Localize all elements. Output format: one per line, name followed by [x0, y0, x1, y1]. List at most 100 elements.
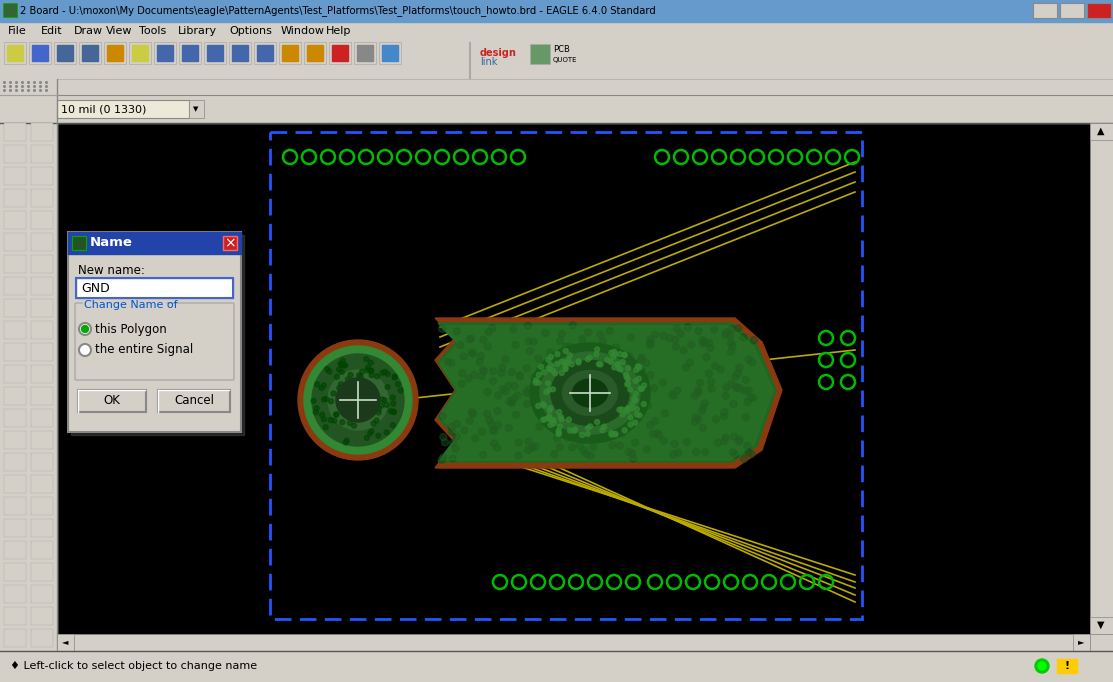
Circle shape: [549, 417, 553, 422]
Circle shape: [328, 417, 333, 423]
Bar: [31, 409, 53, 427]
Circle shape: [636, 364, 640, 369]
Circle shape: [384, 402, 390, 407]
Circle shape: [630, 401, 636, 406]
Circle shape: [453, 420, 461, 428]
Circle shape: [715, 439, 721, 446]
Circle shape: [304, 346, 412, 454]
Circle shape: [480, 451, 486, 458]
Circle shape: [750, 337, 758, 344]
Bar: [31, 563, 53, 581]
Circle shape: [383, 369, 387, 374]
Circle shape: [555, 352, 560, 357]
Circle shape: [347, 421, 353, 426]
Circle shape: [542, 329, 549, 336]
Circle shape: [530, 338, 536, 345]
Bar: [1087, 3, 1111, 18]
Circle shape: [565, 361, 570, 366]
Circle shape: [477, 353, 484, 359]
Circle shape: [695, 327, 702, 335]
Bar: [107, 45, 124, 61]
Circle shape: [453, 328, 461, 335]
Circle shape: [607, 429, 614, 436]
Bar: [82, 45, 98, 61]
Circle shape: [338, 382, 344, 387]
Circle shape: [634, 406, 639, 412]
Circle shape: [588, 359, 594, 366]
Circle shape: [631, 365, 638, 372]
Circle shape: [535, 384, 542, 391]
Bar: [1090, 123, 1113, 634]
Circle shape: [558, 424, 562, 429]
Circle shape: [740, 333, 747, 341]
Circle shape: [628, 387, 633, 392]
Circle shape: [334, 374, 339, 379]
Circle shape: [637, 376, 641, 381]
Circle shape: [535, 355, 542, 361]
Circle shape: [601, 428, 608, 436]
Circle shape: [682, 364, 689, 371]
Circle shape: [322, 397, 326, 402]
Circle shape: [575, 360, 581, 365]
Circle shape: [452, 445, 459, 452]
Bar: [104, 42, 126, 64]
Circle shape: [622, 353, 628, 357]
Bar: [0, 651, 1113, 682]
Circle shape: [615, 361, 620, 367]
Circle shape: [721, 409, 728, 415]
Bar: [4, 519, 26, 537]
Circle shape: [640, 392, 647, 399]
Circle shape: [444, 358, 451, 365]
Circle shape: [742, 414, 749, 421]
Text: Library: Library: [178, 25, 217, 35]
Circle shape: [712, 415, 719, 423]
Bar: [4, 233, 26, 251]
Circle shape: [341, 358, 345, 364]
Circle shape: [568, 353, 572, 358]
Circle shape: [573, 427, 578, 432]
Circle shape: [556, 426, 563, 433]
Circle shape: [610, 383, 617, 390]
Circle shape: [465, 375, 472, 382]
Circle shape: [581, 447, 588, 454]
Circle shape: [559, 330, 565, 338]
Circle shape: [572, 402, 580, 409]
Circle shape: [580, 432, 584, 437]
Circle shape: [556, 410, 562, 415]
Bar: [158, 390, 230, 412]
Circle shape: [707, 344, 715, 351]
Circle shape: [562, 360, 568, 366]
Circle shape: [439, 456, 445, 463]
Circle shape: [736, 436, 743, 443]
Circle shape: [554, 423, 561, 430]
Circle shape: [79, 323, 91, 335]
Circle shape: [556, 338, 563, 344]
Bar: [4, 365, 26, 383]
Bar: [254, 42, 276, 64]
Circle shape: [466, 336, 473, 343]
Bar: [4, 123, 26, 141]
Bar: [31, 475, 53, 493]
Circle shape: [588, 452, 594, 460]
Circle shape: [604, 415, 611, 422]
Circle shape: [626, 366, 631, 371]
Circle shape: [723, 329, 730, 336]
Circle shape: [729, 342, 736, 349]
Circle shape: [489, 325, 496, 331]
Circle shape: [494, 444, 501, 451]
Circle shape: [523, 365, 530, 372]
Ellipse shape: [562, 370, 618, 415]
Bar: [332, 45, 348, 61]
Bar: [4, 585, 26, 603]
Circle shape: [577, 443, 583, 449]
Circle shape: [456, 342, 464, 349]
Bar: [4, 255, 26, 273]
Circle shape: [634, 412, 641, 419]
Bar: [282, 45, 298, 61]
Circle shape: [735, 325, 741, 332]
Circle shape: [562, 343, 569, 351]
Circle shape: [651, 417, 659, 425]
Circle shape: [684, 323, 691, 331]
Circle shape: [505, 424, 512, 432]
Circle shape: [380, 397, 385, 402]
